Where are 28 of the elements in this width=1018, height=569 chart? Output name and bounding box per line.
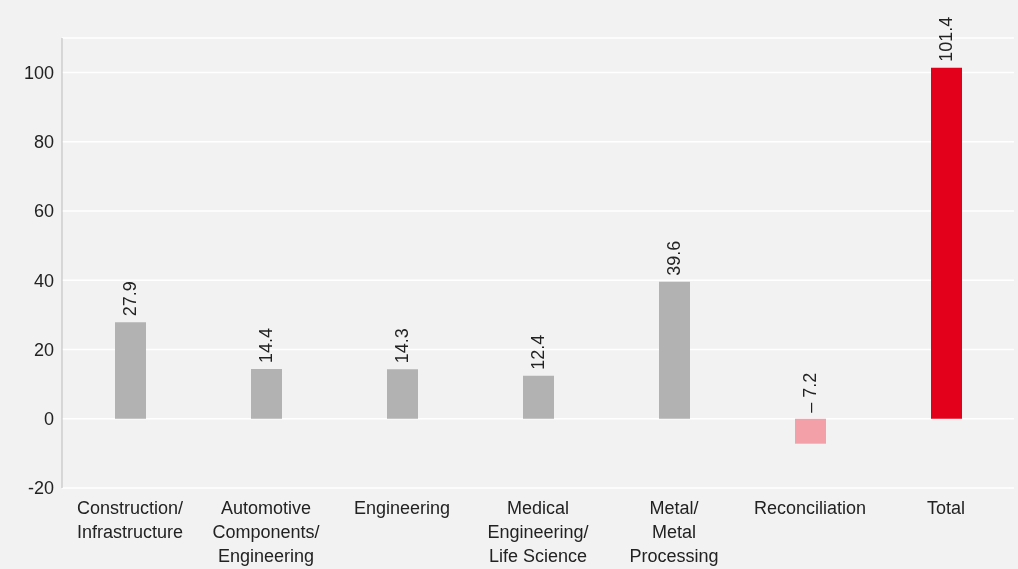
data-label: 39.6 bbox=[664, 240, 685, 276]
y-tick-label: 0 bbox=[43, 409, 54, 430]
bar bbox=[115, 322, 146, 419]
x-tick-label: Construction/ Infrastructure bbox=[76, 498, 184, 542]
x-tick-label: Automotive Components/ Engineering bbox=[212, 498, 320, 566]
x-tick-label: Reconciliation bbox=[753, 498, 867, 518]
data-label: – 7.2 bbox=[800, 372, 821, 413]
data-label: 27.9 bbox=[120, 281, 141, 317]
data-label: 14.4 bbox=[256, 327, 277, 363]
y-tick-label: 20 bbox=[33, 339, 54, 360]
y-tick-label: -20 bbox=[27, 478, 54, 499]
x-tick-label: Metal/ Metal Processing bbox=[629, 498, 719, 566]
bar bbox=[387, 369, 418, 419]
data-label: 12.4 bbox=[528, 334, 549, 370]
x-tick-label: Total bbox=[926, 498, 966, 518]
y-tick-label: 80 bbox=[33, 132, 54, 153]
y-tick-label: 100 bbox=[23, 63, 54, 84]
x-tick-label: Engineering bbox=[353, 498, 451, 518]
y-tick-label: 60 bbox=[33, 201, 54, 222]
data-label: 14.3 bbox=[392, 328, 413, 364]
y-tick-label: 40 bbox=[33, 270, 54, 291]
data-label: 101.4 bbox=[936, 16, 957, 62]
bar bbox=[931, 67, 962, 419]
bar bbox=[659, 281, 690, 419]
bar bbox=[251, 368, 282, 419]
x-tick-label: Medical Engineering/ Life Science bbox=[487, 498, 589, 566]
bar bbox=[523, 375, 554, 419]
bar bbox=[795, 418, 826, 444]
